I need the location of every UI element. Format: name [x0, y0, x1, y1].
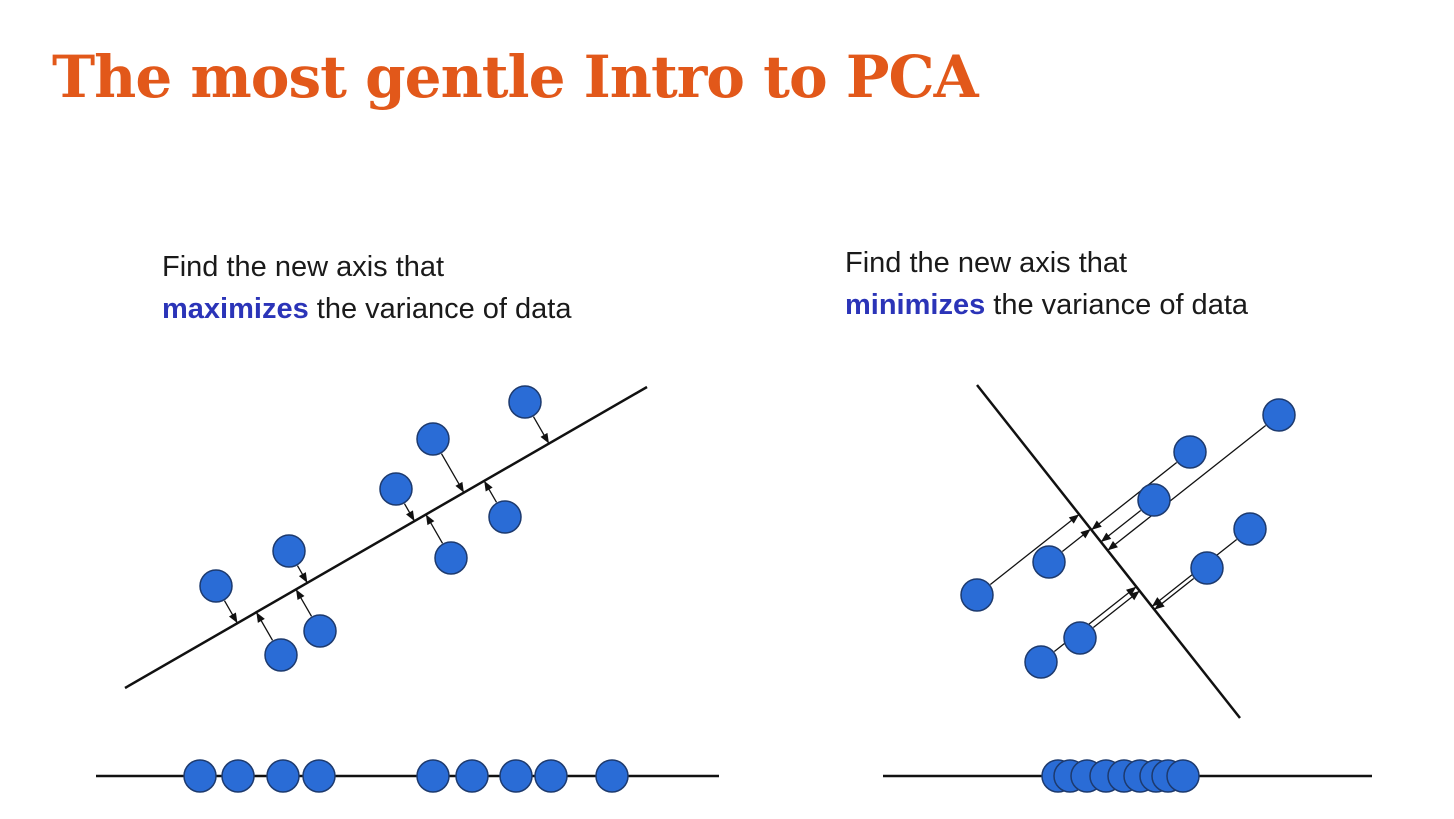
projection-arrowhead — [1091, 520, 1102, 530]
projected-point — [534, 759, 568, 793]
keyword-maximizes: maximizes — [162, 293, 309, 325]
projection-arrowhead — [455, 481, 464, 493]
projection-arrowhead — [484, 480, 493, 492]
data-point — [264, 638, 298, 672]
projected-point — [595, 759, 629, 793]
projected-point — [221, 759, 255, 793]
minimize-variance-panel — [883, 384, 1372, 793]
projection-arrow — [1091, 462, 1178, 531]
projection-arrowhead — [540, 432, 549, 444]
caption-maximize-line2: maximizes the variance of data — [162, 288, 572, 330]
data-point — [1173, 435, 1207, 469]
data-point — [488, 500, 522, 534]
data-point — [1024, 645, 1058, 679]
projected-point — [416, 759, 450, 793]
projection-arrowhead — [1125, 586, 1137, 597]
data-point — [434, 541, 468, 575]
projected-point — [183, 759, 217, 793]
projection-arrowhead — [256, 612, 265, 623]
projection-arrowhead — [1154, 600, 1165, 610]
principal-axis-line — [124, 385, 648, 690]
keyword-minimizes: minimizes — [845, 289, 986, 321]
data-point — [416, 422, 450, 456]
projected-point — [266, 759, 300, 793]
data-point — [1032, 545, 1066, 579]
projection-arrow — [1107, 425, 1267, 551]
projection-arrowhead — [296, 589, 305, 601]
slide-title: The most gentle Intro to PCA — [52, 43, 979, 111]
projected-point — [1166, 759, 1200, 793]
data-point — [1233, 512, 1267, 546]
projection-arrowhead — [425, 514, 435, 526]
caption-minimize-line2: minimizes the variance of data — [845, 284, 1248, 326]
projection-arrowhead — [1107, 541, 1118, 551]
data-point — [379, 472, 413, 506]
projection-arrowhead — [1080, 529, 1091, 539]
caption-maximize-line1: Find the new axis that — [162, 251, 445, 283]
caption-minimize-rest: the variance of data — [985, 289, 1249, 321]
data-point — [1262, 398, 1296, 432]
projection-arrowhead — [298, 572, 308, 583]
caption-minimize-line1: Find the new axis that — [845, 247, 1128, 279]
data-point — [508, 385, 542, 419]
principal-axis-line — [976, 384, 1241, 719]
data-point — [1190, 551, 1224, 585]
caption-maximize: Find the new axis that maximizes the var… — [162, 246, 572, 330]
data-point — [1137, 483, 1171, 517]
data-point — [199, 569, 233, 603]
projected-point — [499, 759, 533, 793]
projection-arrow — [989, 513, 1080, 585]
projected-point — [455, 759, 489, 793]
projected-point — [302, 759, 336, 793]
caption-maximize-rest: the variance of data — [308, 293, 572, 325]
maximize-variance-panel — [96, 385, 719, 793]
projection-arrowhead — [1100, 532, 1112, 542]
data-point — [303, 614, 337, 648]
data-point — [960, 578, 994, 612]
projection-arrowhead — [406, 510, 415, 522]
caption-minimize: Find the new axis that minimizes the var… — [845, 242, 1248, 326]
data-point — [1063, 621, 1097, 655]
data-point — [272, 534, 306, 568]
projection-arrowhead — [1068, 514, 1080, 524]
projection-arrowhead — [228, 612, 238, 624]
